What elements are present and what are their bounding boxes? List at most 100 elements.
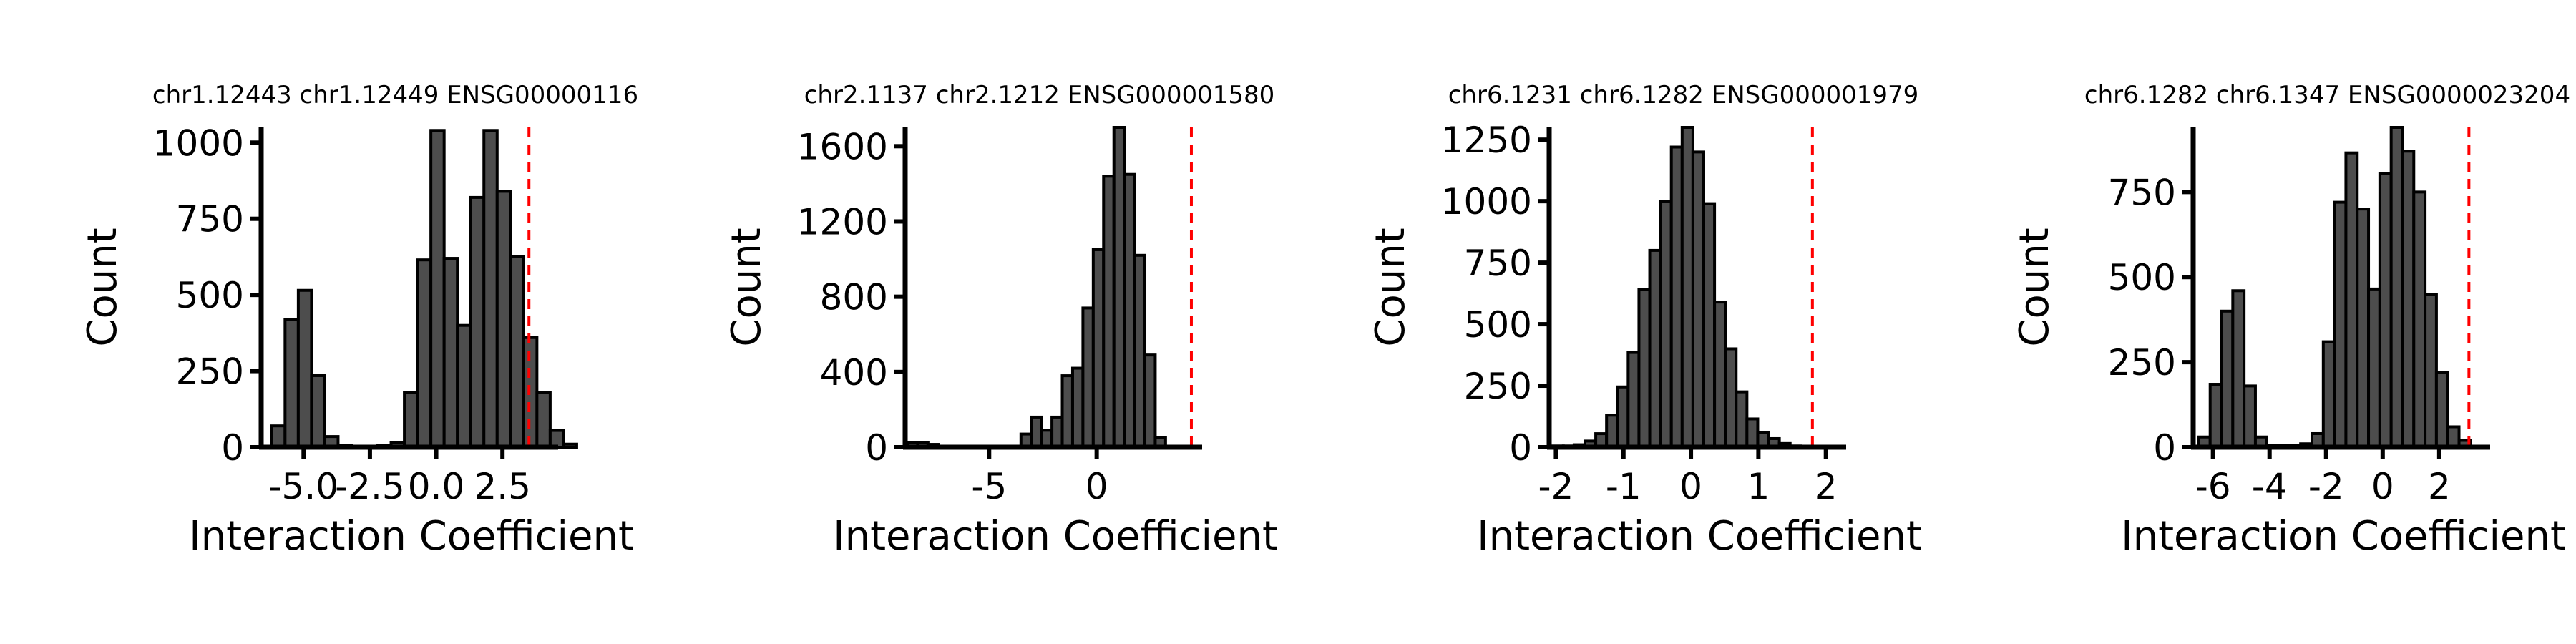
- histogram-bar: [1637, 288, 1652, 449]
- histogram-bar: [469, 195, 486, 449]
- histogram-bar: [1133, 253, 1147, 449]
- histogram-bar: [456, 323, 472, 449]
- histogram-bar: [1680, 126, 1694, 449]
- histogram-bar: [283, 318, 300, 449]
- histogram-bar: [1669, 145, 1684, 449]
- histogram-bar: [1081, 306, 1095, 449]
- histogram-panel-2: chr2.1137 chr2.1212 ENSG000001580 0 400 800…: [644, 0, 1288, 644]
- histogram-svg: chr2.1137 chr2.1212 ENSG000001580 0 400 800…: [723, 81, 1278, 560]
- x-axis-label: Interaction Coefficient: [2121, 513, 2566, 560]
- y-tick-label: 0: [865, 427, 888, 469]
- x-tick-label: 0: [1679, 466, 1702, 507]
- y-axis-label: Count: [723, 228, 770, 346]
- histogram-bar: [509, 255, 525, 449]
- y-tick-label: 800: [820, 277, 888, 318]
- x-tick-label: 2.5: [474, 466, 531, 507]
- histogram-bar: [1648, 248, 1662, 449]
- histogram-bar: [2208, 383, 2223, 449]
- histogram-bar: [2367, 287, 2381, 449]
- histogram-bar: [1702, 202, 1717, 449]
- histogram-svg: chr6.1282 chr6.1347 ENSG0000023204 0 250 50…: [2011, 81, 2570, 560]
- x-tick-label: -5: [971, 466, 1007, 507]
- y-tick-label: 250: [176, 351, 244, 393]
- x-tick-label: -4: [2252, 466, 2288, 507]
- histogram-bar: [1060, 374, 1074, 449]
- histogram-bar: [548, 429, 565, 449]
- histogram-bar: [562, 442, 578, 449]
- histogram-bar: [2220, 309, 2235, 449]
- y-tick-label: 1200: [797, 201, 888, 243]
- histogram-panel-3: chr6.1231 chr6.1282 ENSG000001979 0 250 500…: [1288, 0, 1932, 644]
- x-tick-label: -2: [2308, 466, 2344, 507]
- histogram-bar: [2424, 293, 2438, 449]
- x-tick-label: 0: [1085, 466, 1108, 507]
- histogram-bar: [1123, 172, 1136, 449]
- chart-title: chr6.1231 chr6.1282 ENSG000001979: [1448, 81, 1919, 109]
- histogram-bar: [2356, 208, 2371, 449]
- histogram-bar: [2321, 340, 2336, 449]
- y-tick-label: 0: [1509, 427, 1532, 469]
- histogram-bar: [2243, 384, 2257, 449]
- histogram-bar: [1143, 353, 1157, 449]
- histogram-bar: [2412, 190, 2427, 449]
- x-tick-label: 2: [2428, 466, 2451, 507]
- histogram-bar: [442, 257, 459, 449]
- histogram-bar: [1745, 417, 1760, 449]
- y-tick-label: 250: [1464, 366, 1532, 407]
- histogram-bar: [2446, 425, 2461, 449]
- histogram-bar: [1659, 200, 1673, 449]
- y-axis-label: Count: [2011, 228, 2058, 346]
- x-tick-label: 2: [1815, 466, 1838, 507]
- x-tick-label: -5.0: [269, 466, 339, 507]
- x-tick-label: 0: [2371, 466, 2394, 507]
- y-tick-label: 500: [176, 275, 244, 316]
- histogram-bar: [1112, 126, 1126, 449]
- histogram-bar: [1102, 175, 1116, 449]
- x-tick-label: -6: [2195, 466, 2231, 507]
- histogram-bar: [2401, 150, 2416, 449]
- histogram-bar: [310, 374, 326, 449]
- y-tick-label: 750: [2108, 172, 2176, 213]
- histogram-panel-1: chr1.12443 chr1.12449 ENSG00000116 0 250 50…: [0, 0, 644, 644]
- histogram-bar: [2231, 289, 2246, 449]
- histogram-svg: chr1.12443 chr1.12449 ENSG00000116 0 250 50…: [79, 81, 638, 560]
- y-tick-label: 0: [221, 427, 244, 469]
- histogram-bar: [1713, 301, 1727, 449]
- x-tick-label: -1: [1606, 466, 1641, 507]
- y-tick-label: 1000: [153, 122, 244, 164]
- histogram-bar: [403, 391, 419, 449]
- x-tick-label: 1: [1747, 466, 1770, 507]
- histogram-bar: [1040, 429, 1054, 449]
- histogram-svg: chr6.1231 chr6.1282 ENSG000001979 0 250 500…: [1367, 81, 1922, 560]
- y-tick-label: 1000: [1441, 181, 1532, 223]
- histogram-bar: [2333, 200, 2348, 449]
- x-axis-label: Interaction Coefficient: [1477, 513, 1922, 560]
- y-tick-label: 500: [2108, 257, 2176, 298]
- histogram-bar: [495, 190, 512, 449]
- histogram-bar: [1605, 414, 1619, 449]
- histogram-bar: [2344, 151, 2359, 449]
- y-tick-label: 1250: [1441, 119, 1532, 161]
- y-axis-label: Count: [1367, 228, 1414, 346]
- x-axis-label: Interaction Coefficient: [833, 513, 1278, 560]
- y-tick-label: 1600: [797, 126, 888, 167]
- histogram-bar: [416, 258, 433, 449]
- x-tick-label: -2.5: [335, 466, 405, 507]
- histogram-bar: [1691, 150, 1705, 449]
- histogram-bar: [296, 288, 313, 449]
- histogram-bar: [1050, 415, 1064, 449]
- y-tick-label: 750: [1464, 243, 1532, 284]
- histogram-bar: [270, 424, 287, 449]
- histogram-bar: [482, 129, 499, 449]
- histogram-bar: [2378, 172, 2393, 449]
- x-axis-label: Interaction Coefficient: [189, 513, 634, 560]
- histogram-bar: [2434, 371, 2449, 449]
- histogram-bar: [535, 391, 552, 449]
- y-tick-label: 250: [2108, 342, 2176, 384]
- chart-title: chr2.1137 chr2.1212 ENSG000001580: [804, 81, 1275, 109]
- y-tick-label: 400: [820, 352, 888, 394]
- chart-title: chr6.1282 chr6.1347 ENSG0000023204: [2084, 81, 2570, 109]
- histogram-bar: [1030, 415, 1043, 449]
- histogram-bar: [2389, 126, 2404, 449]
